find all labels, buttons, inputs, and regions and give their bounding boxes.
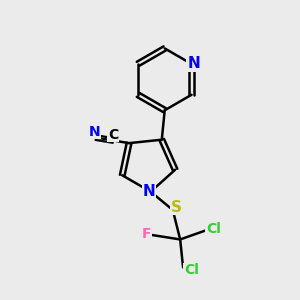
Text: C: C: [108, 128, 118, 142]
Text: N: N: [89, 125, 100, 139]
Text: N: N: [187, 56, 200, 71]
Text: Cl: Cl: [184, 263, 199, 278]
Text: S: S: [171, 200, 182, 214]
Text: F: F: [142, 226, 152, 241]
Text: N: N: [143, 184, 156, 199]
Text: Cl: Cl: [206, 222, 221, 236]
